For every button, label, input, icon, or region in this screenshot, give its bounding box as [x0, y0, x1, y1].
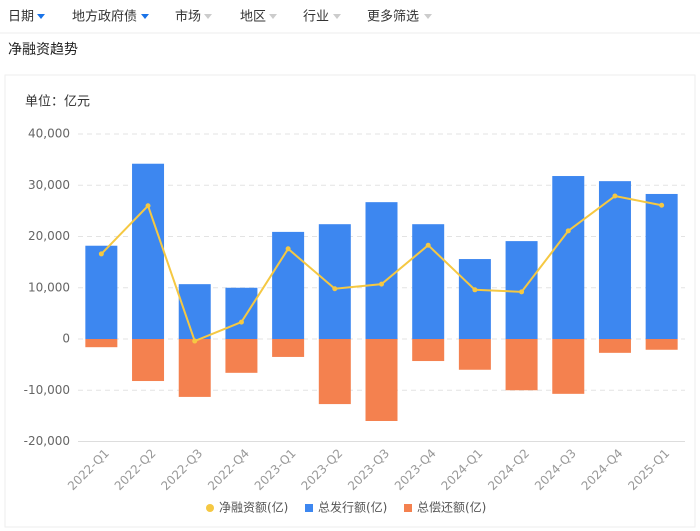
filter[interactable]: 日期: [8, 10, 34, 25]
bar: [365, 339, 398, 421]
filter[interactable]: 更多筛选: [367, 9, 419, 25]
bar: [132, 339, 165, 382]
bar: [85, 339, 118, 348]
y-tick-label: 0: [62, 332, 70, 346]
line-point: [612, 193, 618, 199]
line-point: [285, 246, 291, 252]
bar: [318, 224, 351, 339]
legend-swatch: [206, 504, 214, 512]
dropdown-arrow: [424, 14, 432, 19]
line-point: [425, 242, 431, 248]
line-point: [472, 287, 478, 293]
y-tick-label: -10,000: [24, 383, 70, 397]
bar: [132, 163, 165, 339]
bar: [412, 224, 445, 339]
legend-swatch: [404, 504, 412, 512]
bar: [598, 181, 631, 339]
legend-label: 总发行额(亿): [318, 500, 387, 515]
y-tick-label: -20,000: [24, 434, 70, 448]
y-tick-label: 30,000: [28, 178, 70, 192]
y-tick-label: 20,000: [28, 229, 70, 243]
line-point: [379, 281, 384, 287]
dropdown-arrow: [37, 14, 45, 19]
bar: [412, 339, 445, 362]
dropdown-arrow: [204, 14, 212, 19]
line-point: [659, 202, 665, 208]
dropdown-arrow: [269, 14, 277, 19]
bar: [552, 176, 585, 339]
y-tick-label: 40,000: [28, 127, 70, 141]
legend-label: 总偿还额(亿): [417, 500, 486, 515]
bar: [505, 339, 538, 391]
line-point: [565, 228, 571, 234]
line-point: [192, 338, 198, 344]
filter[interactable]: 地区: [240, 10, 266, 25]
filter[interactable]: 市场: [175, 9, 201, 25]
bar: [365, 202, 398, 339]
line-point: [145, 203, 151, 209]
bar: [225, 287, 258, 339]
bar: [272, 339, 305, 357]
bar: [552, 339, 585, 394]
bar: [645, 339, 678, 350]
bar: [458, 259, 491, 339]
unit-label: 单位：亿元: [25, 95, 90, 110]
line-point: [332, 286, 338, 292]
line-point: [98, 251, 104, 257]
bar: [85, 245, 118, 339]
line-point: [238, 319, 244, 325]
bar: [458, 339, 491, 370]
legend-swatch: [305, 504, 313, 512]
bar: [225, 339, 258, 373]
line-point: [519, 289, 525, 295]
bar: [318, 339, 351, 405]
legend-label: 净融资额(亿): [219, 500, 288, 515]
y-tick-label: 10,000: [28, 280, 70, 294]
dropdown-arrow: [333, 14, 341, 19]
bar: [178, 339, 211, 397]
bar: [598, 339, 631, 353]
dropdown-arrow: [141, 14, 149, 19]
filter[interactable]: 地方政府债: [72, 9, 137, 25]
filter[interactable]: 行业: [303, 10, 329, 25]
section-title: 净融资趋势: [8, 42, 78, 58]
bar: [645, 193, 678, 339]
